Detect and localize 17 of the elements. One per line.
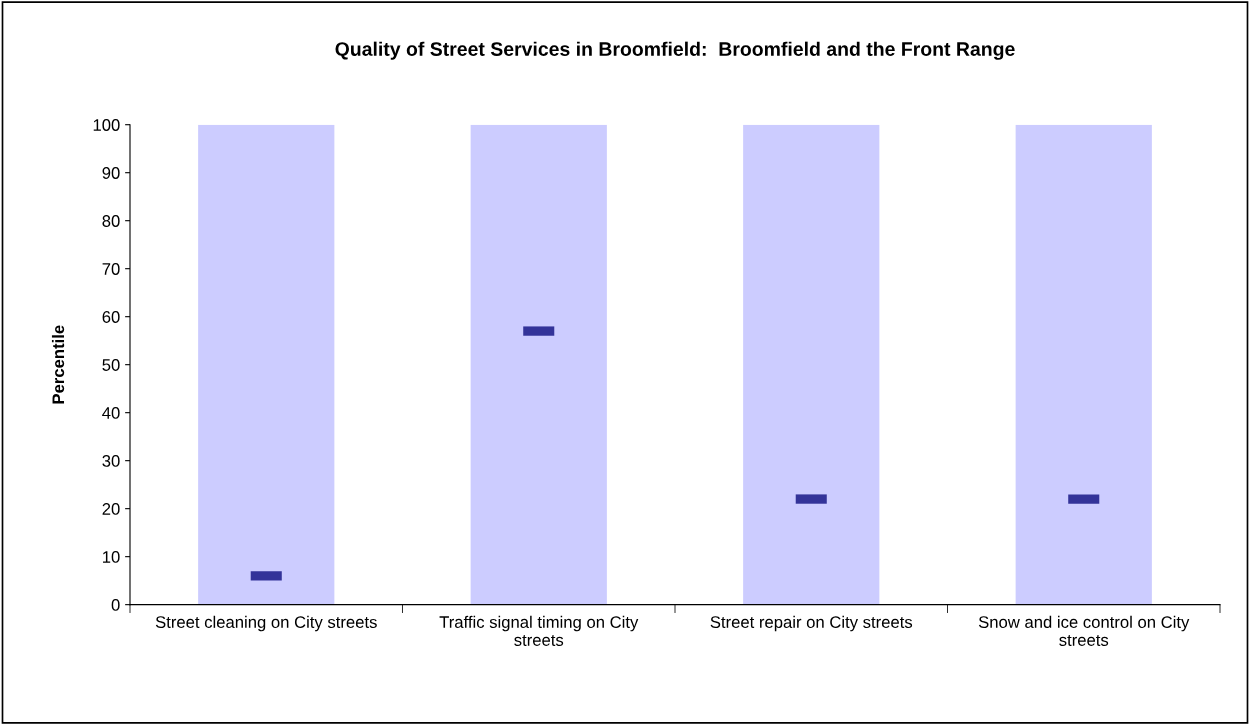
y-tick-label: 20 — [102, 503, 120, 515]
x-tick-label: Street repair on City streets — [710, 615, 913, 632]
y-tick-label: 30 — [102, 455, 120, 467]
y-tick-label: 70 — [102, 263, 120, 275]
y-tick-label: 60 — [102, 311, 120, 323]
x-tick-label: Snow and ice control on City streets — [978, 615, 1190, 646]
chart-title: Quality of Street Services in Broomfield: Broomfield and the Front Range — [335, 41, 1015, 60]
y-tick-label: 0 — [111, 599, 120, 611]
y-tick-label: 80 — [102, 215, 120, 227]
x-tick-label: Traffic signal timing on City streets — [439, 615, 639, 646]
y-tick-label: 50 — [102, 359, 120, 371]
y-tick-label: 40 — [102, 407, 120, 419]
y-tick-label: 100 — [93, 119, 120, 131]
y-axis-title: Percentile — [51, 325, 65, 404]
y-tick-label: 10 — [103, 551, 120, 563]
x-tick-label: Street cleaning on City streets — [155, 615, 377, 632]
y-tick-label: 90 — [102, 167, 120, 179]
